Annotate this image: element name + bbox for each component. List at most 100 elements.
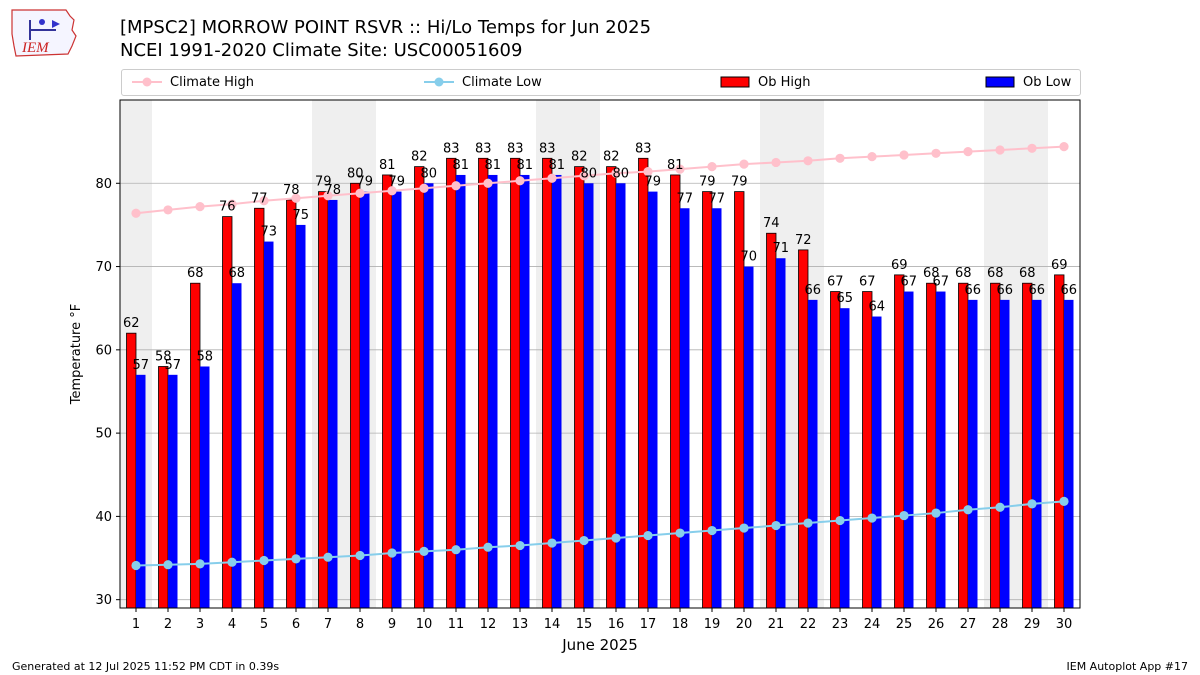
ob-low-label-day-3: 58 — [196, 349, 213, 364]
iem-logo: IEM — [8, 6, 80, 60]
climate-low-point-day-1 — [131, 560, 141, 571]
ob-high-bar-day-18 — [670, 174, 681, 609]
climate-low-point-day-15 — [579, 535, 589, 546]
ob-low-label-day-29: 66 — [1028, 283, 1045, 298]
climate-high-point-day-23 — [835, 153, 845, 163]
ob-high-label-day-14: 83 — [539, 141, 556, 156]
climate-high-point-day-1 — [131, 208, 141, 218]
climate-low-point-day-10 — [419, 546, 429, 556]
plot-frame — [119, 99, 1081, 609]
climate-high-point-day-27 — [963, 147, 973, 157]
ob-low-label-day-22: 66 — [804, 283, 821, 298]
legend-ob-low-label: Ob Low — [1023, 74, 1072, 90]
ob-low-bar-day-30 — [1064, 299, 1074, 608]
climate-low-line — [135, 500, 1065, 567]
y-tick-label-40: 40 — [95, 510, 112, 525]
ob-high-label-day-23: 67 — [827, 275, 844, 290]
x-tick-label-11: 11 — [448, 617, 465, 632]
climate-high-point-day-9 — [387, 186, 397, 196]
x-tick-label-28: 28 — [992, 617, 1009, 632]
x-tick-label-4: 4 — [228, 617, 236, 632]
ob-high-bar-day-24 — [862, 291, 873, 609]
climate-high-point-day-26 — [931, 148, 941, 158]
y-axis-label: Temperature °F — [69, 304, 84, 405]
ob-high-label-day-15: 82 — [571, 150, 588, 165]
ob-high-bar-day-9 — [382, 174, 393, 609]
legend-climate-high-label: Climate High — [170, 74, 255, 90]
climate-high-point-day-15 — [579, 171, 589, 181]
ob-low-bar-day-3 — [200, 366, 210, 608]
climate-low-point-day-12 — [483, 542, 493, 552]
climate-low-point-day-21 — [771, 520, 781, 531]
x-tick-label-7: 7 — [324, 617, 332, 632]
ob-high-label-day-7: 79 — [315, 175, 332, 190]
x-tick-label-14: 14 — [544, 617, 561, 632]
ob-high-label-day-4: 76 — [219, 200, 236, 215]
ob-low-label-day-30: 66 — [1060, 283, 1077, 298]
ob-high-label-day-9: 81 — [379, 158, 396, 173]
ob-high-label-day-1: 62 — [123, 316, 140, 331]
x-tick-label-12: 12 — [480, 617, 497, 632]
ob-low-bar-day-4 — [232, 283, 242, 608]
ob-high-bar-day-11 — [446, 157, 457, 609]
x-tick-label-16: 16 — [608, 617, 625, 632]
ob-low-bar-day-1 — [136, 374, 146, 608]
ob-high-bar-day-21 — [766, 232, 777, 609]
climate-high-point-day-8 — [355, 188, 365, 198]
ob-high-bar-day-10 — [414, 166, 425, 609]
ob-high-label-day-29: 68 — [1019, 266, 1036, 281]
ob-high-label-day-8: 80 — [347, 166, 364, 181]
y-tick-label-80: 80 — [95, 177, 112, 192]
x-tick-label-19: 19 — [704, 617, 721, 632]
ob-high-bar-day-17 — [638, 157, 649, 609]
ob-low-label-day-6: 75 — [292, 208, 309, 223]
ob-high-label-day-24: 67 — [859, 275, 876, 290]
x-tick-label-27: 27 — [960, 617, 977, 632]
climate-low-point-day-5 — [259, 555, 269, 566]
ob-low-bar-day-21 — [776, 258, 786, 608]
ob-low-bar-day-20 — [744, 266, 754, 608]
climate-high-point-day-10 — [419, 183, 429, 193]
ob-low-bar-day-19 — [712, 208, 722, 608]
ob-low-label-day-27: 66 — [964, 283, 981, 298]
ob-high-bar-day-5 — [254, 207, 265, 609]
ob-low-bar-day-22 — [808, 299, 818, 608]
ob-low-label-day-18: 77 — [676, 191, 693, 206]
climate-high-point-day-5 — [259, 196, 269, 206]
ob-high-label-day-12: 83 — [475, 141, 492, 156]
ob-high-label-day-10: 82 — [411, 150, 428, 165]
ob-low-bar-day-6 — [296, 224, 306, 608]
climate-high-point-day-3 — [195, 201, 205, 212]
x-tick-label-2: 2 — [164, 617, 172, 632]
climate-low-point-day-19 — [707, 525, 717, 536]
ob-low-label-day-2: 57 — [164, 358, 181, 373]
climate-low-point-day-4 — [227, 557, 237, 567]
climate-low-point-day-27 — [963, 505, 973, 515]
ob-high-bar-day-2 — [158, 366, 169, 609]
ob-high-label-day-25: 69 — [891, 258, 908, 273]
x-tick-label-21: 21 — [768, 617, 785, 632]
ob-low-label-day-10: 80 — [420, 166, 437, 181]
climate-high-point-day-25 — [899, 150, 909, 160]
ob-high-bar-day-23 — [830, 291, 841, 609]
climate-low-point-day-29 — [1027, 499, 1037, 509]
x-tick-label-20: 20 — [736, 617, 753, 632]
ob-low-bar-day-12 — [488, 174, 498, 609]
ob-low-label-day-16: 80 — [612, 166, 629, 181]
ob-low-bar-day-17 — [648, 191, 658, 608]
climate-low-point-day-23 — [835, 515, 845, 526]
x-tick-label-5: 5 — [260, 617, 268, 632]
ob-high-bar-day-25 — [894, 274, 905, 609]
x-axis-label: June 2025 — [561, 636, 638, 654]
ob-low-label-day-28: 66 — [996, 283, 1013, 298]
ob-low-label-day-11: 81 — [452, 158, 469, 173]
x-tick-label-18: 18 — [672, 617, 689, 632]
ob-high-bar-day-6 — [286, 199, 297, 609]
x-tick-label-10: 10 — [416, 617, 433, 632]
x-tick-label-6: 6 — [292, 617, 300, 632]
x-tick-label-30: 30 — [1056, 617, 1073, 632]
x-tick-label-29: 29 — [1024, 617, 1041, 632]
y-tick-label-60: 60 — [95, 343, 112, 358]
climate-low-point-day-7 — [323, 552, 333, 562]
climate-low-point-day-3 — [195, 559, 205, 569]
